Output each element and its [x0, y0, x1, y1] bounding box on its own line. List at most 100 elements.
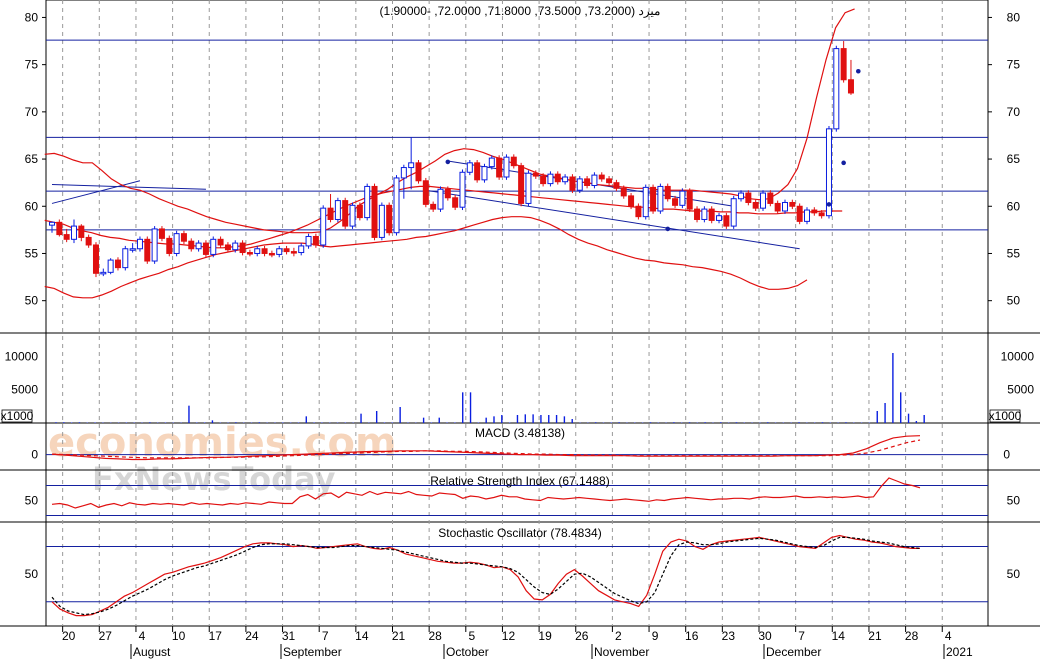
candle-body	[650, 186, 657, 212]
candle-body	[474, 162, 481, 181]
price-tick-label-left: 75	[25, 58, 39, 72]
trendline	[51, 184, 206, 190]
candle-body	[708, 208, 715, 221]
date-tick-label: 2	[615, 629, 622, 643]
stoch-tick-label-right: 50	[1007, 567, 1021, 581]
price-tick-label-left: 65	[25, 152, 39, 166]
candle-body	[56, 221, 63, 236]
candle-body	[144, 238, 151, 262]
candle-body	[408, 162, 415, 169]
candle-body	[327, 207, 334, 220]
candle-body	[598, 174, 605, 180]
candle-body	[173, 233, 180, 254]
candle-body	[114, 259, 121, 269]
price-title: ميرد (73.2000, 73.5000, 71.8000, 72.0000…	[380, 4, 661, 18]
candle-body	[320, 207, 327, 246]
candle-body	[540, 175, 547, 185]
candle-body	[679, 190, 686, 206]
price-tick-label-right: 60	[1007, 199, 1021, 213]
date-tick-label: 7	[322, 629, 329, 643]
candle-body	[847, 79, 854, 94]
candle-body	[364, 185, 371, 219]
candle-body	[613, 182, 620, 189]
candle-body	[562, 176, 569, 183]
candle-body	[760, 192, 767, 209]
candle-body	[840, 48, 847, 81]
candle-body	[738, 192, 745, 200]
rsi-title: Relative Strength Index (67.1488)	[430, 474, 609, 488]
candle-body	[723, 215, 730, 227]
candle-body	[525, 172, 532, 204]
candle-body	[664, 185, 671, 200]
unit-label-right: x1000	[989, 409, 1022, 423]
candle-body	[825, 128, 832, 217]
candle-body	[78, 225, 85, 238]
stoch-tick-label-left: 50	[25, 567, 39, 581]
candle-body	[305, 235, 312, 247]
trendline	[51, 180, 141, 204]
candle-body	[151, 228, 158, 262]
candle-body	[393, 177, 400, 234]
candle-body	[437, 188, 444, 210]
candle-body	[129, 248, 136, 251]
candle-body	[261, 248, 268, 254]
candle-body	[496, 157, 503, 178]
candle-body	[232, 242, 239, 251]
date-tick-label: 21	[392, 629, 406, 643]
date-tick-label: 17	[209, 629, 223, 643]
rsi-tick-label-right: 50	[1007, 494, 1021, 508]
candle-body	[752, 201, 759, 209]
candle-body	[782, 201, 788, 212]
date-tick-label: 4	[139, 629, 146, 643]
candle-body	[63, 234, 70, 240]
month-label: 2021	[946, 645, 973, 659]
candle-body	[672, 198, 679, 206]
date-tick-label: 28	[905, 629, 919, 643]
rsi-line	[51, 477, 921, 509]
candle-body	[334, 200, 341, 220]
price-tick-label-right: 65	[1007, 152, 1021, 166]
candle-body	[422, 180, 429, 205]
bollinger-upper	[44, 8, 855, 234]
price-tick-label-left: 50	[25, 294, 39, 308]
candle-body	[459, 171, 466, 208]
candle-body	[818, 212, 825, 217]
candle-body	[767, 192, 774, 204]
unit-label-left: x1000	[1, 409, 34, 423]
candle-body	[378, 204, 385, 238]
candle-body	[503, 156, 510, 178]
candle-body	[635, 205, 642, 218]
candle-body	[158, 228, 165, 239]
candle-body	[620, 187, 627, 197]
rsi-tick-label-left: 50	[25, 494, 39, 508]
candle-body	[210, 238, 217, 255]
date-tick-label: 7	[798, 629, 805, 643]
price-tick-label-right: 80	[1007, 10, 1021, 24]
macd-tick-label-left: 0	[31, 448, 38, 462]
candle-body	[342, 200, 349, 227]
candle-body	[584, 178, 591, 186]
price-tick-label-left: 80	[25, 10, 39, 24]
candle-body	[400, 167, 407, 179]
date-tick-label: 26	[575, 629, 589, 643]
candle-body	[290, 251, 297, 254]
candle-body	[642, 186, 649, 218]
candle-body	[576, 178, 583, 191]
candle-body	[554, 173, 561, 183]
volume-tick-label-right: 10000	[1001, 349, 1035, 363]
candle-body	[85, 236, 92, 246]
date-tick-label: 12	[502, 629, 516, 643]
candle-body	[532, 172, 539, 177]
candle-body	[188, 240, 195, 250]
volume-tick-label-left: 5000	[11, 383, 38, 397]
date-tick-label: 10	[172, 629, 186, 643]
date-tick-label: 28	[428, 629, 442, 643]
candle-body	[591, 174, 598, 186]
date-tick-label: 14	[355, 629, 369, 643]
candle-body	[356, 204, 363, 219]
stoch-d-line	[51, 536, 921, 616]
candle-body	[202, 242, 209, 255]
candle-body	[246, 252, 253, 255]
macd-tick-label-right: 0	[1003, 448, 1010, 462]
candle-body	[268, 252, 275, 256]
